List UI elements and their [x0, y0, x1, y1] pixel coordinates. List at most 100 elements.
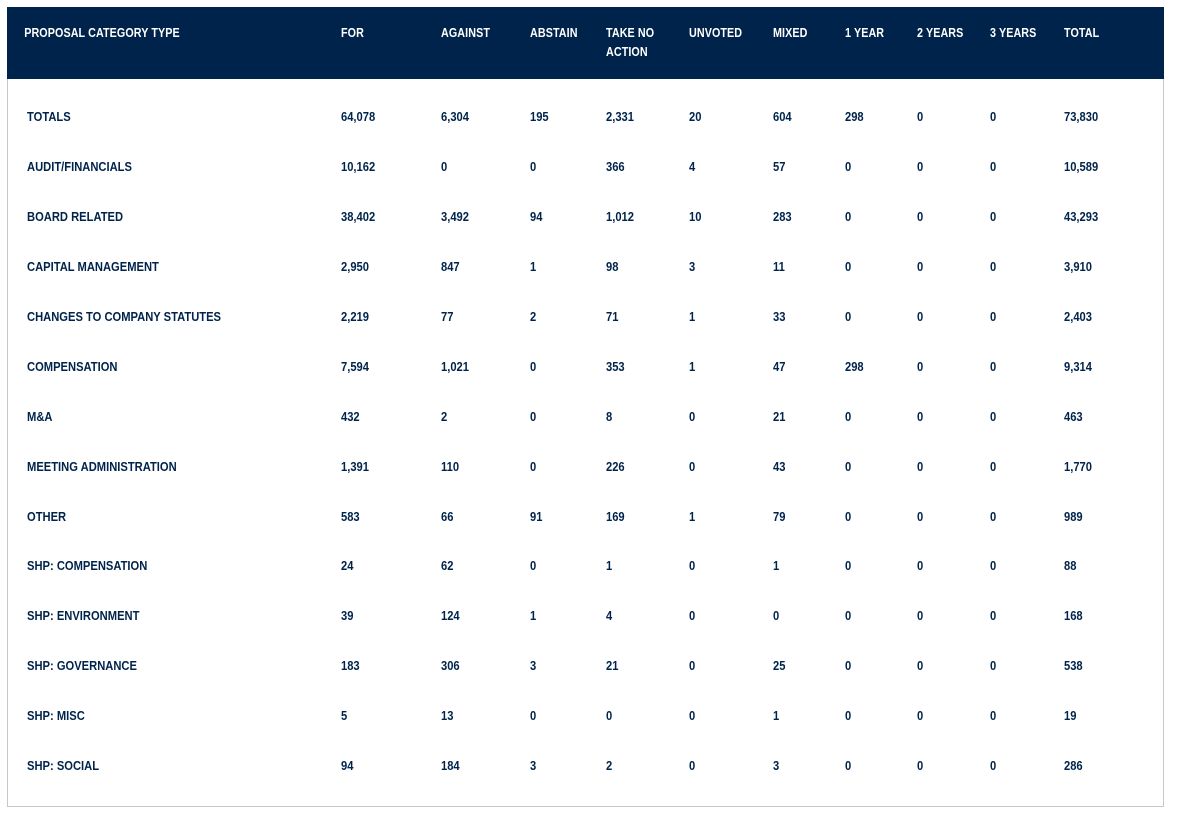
table-header: PROPOSAL CATEGORY TYPE FOR AGAINST ABSTAIN T… [7, 7, 1164, 79]
cell-text: 1 [606, 558, 613, 574]
cell-text: 298 [845, 109, 864, 125]
category-cell: CAPITAL MANAGEMENT [7, 242, 341, 292]
cell-text: AUDIT/FINANCIALS [27, 159, 132, 175]
value-cell: 2 [530, 292, 606, 342]
cell-text: 583 [341, 508, 360, 524]
cell-text: 0 [845, 758, 852, 774]
cell-text: 91 [530, 508, 543, 524]
cell-text: 3 [689, 259, 696, 275]
proposal-votes-table: PROPOSAL CATEGORY TYPE FOR AGAINST ABSTAIN T… [7, 7, 1164, 790]
cell-text: 98 [606, 259, 619, 275]
cell-text: 0 [990, 209, 997, 225]
value-cell: 19 [1064, 691, 1164, 741]
value-cell: 10,589 [1064, 142, 1164, 192]
value-cell: 7,594 [341, 341, 441, 391]
value-cell: 0 [990, 591, 1064, 641]
table-row: SHP: GOVERNANCE 183 306 3 21 0 25 0 0 0 538 [7, 641, 1164, 691]
cell-text: TOTALS [27, 109, 71, 125]
value-cell: 0 [917, 741, 990, 791]
cell-text: COMPENSATION [27, 358, 118, 374]
cell-text: 0 [990, 259, 997, 275]
value-cell: 168 [1064, 591, 1164, 641]
cell-text: 0 [530, 159, 537, 175]
value-cell: 0 [990, 441, 1064, 491]
cell-text: 4 [689, 159, 696, 175]
value-cell: 298 [845, 341, 917, 391]
column-header: TOTAL [1064, 26, 1100, 40]
value-cell: 77 [441, 292, 530, 342]
cell-text: 110 [441, 458, 460, 474]
cell-text: 604 [773, 109, 792, 125]
value-cell: 989 [1064, 491, 1164, 541]
value-cell: 110 [441, 441, 530, 491]
cell-text: 0 [845, 309, 852, 324]
cell-text: 1 [773, 708, 780, 724]
header-spacer [7, 79, 1164, 92]
value-cell: 463 [1064, 391, 1164, 441]
cell-text: 0 [990, 109, 997, 125]
value-cell: 11 [773, 242, 845, 292]
cell-text: 0 [917, 109, 924, 125]
cell-text: 0 [917, 658, 924, 674]
value-cell: 0 [441, 142, 530, 192]
cell-text: 1 [773, 558, 780, 574]
cell-text: 0 [530, 408, 537, 424]
column-header: 1 YEAR [845, 26, 885, 40]
cell-text: 7,594 [341, 358, 369, 374]
value-cell: 538 [1064, 641, 1164, 691]
value-cell: 8 [606, 391, 689, 441]
table-row: AUDIT/FINANCIALS 10,162 0 0 366 4 57 0 0 0 10,589 [7, 142, 1164, 192]
cell-text: 0 [530, 708, 537, 724]
value-cell: 0 [917, 292, 990, 342]
cell-text: 19 [1064, 708, 1077, 724]
value-cell: 1,770 [1064, 441, 1164, 491]
column-header: AGAINST [441, 26, 490, 40]
cell-text: 2 [606, 758, 613, 774]
value-cell: 13 [441, 691, 530, 741]
cell-text: 6,304 [441, 109, 469, 125]
cell-text: 0 [530, 558, 537, 574]
cell-text: 0 [845, 708, 852, 724]
value-cell: 24 [341, 541, 441, 591]
value-cell: 33 [773, 292, 845, 342]
value-cell: 0 [917, 142, 990, 192]
cell-text: 2,403 [1064, 309, 1092, 324]
value-cell: 1 [530, 242, 606, 292]
value-cell: 847 [441, 242, 530, 292]
table-row: SHP: MISC 5 13 0 0 0 1 0 0 0 19 [7, 691, 1164, 741]
value-cell: 79 [773, 491, 845, 541]
value-cell: 0 [845, 491, 917, 541]
cell-text: 0 [689, 658, 696, 674]
value-cell: 0 [917, 541, 990, 591]
value-cell: 3,492 [441, 192, 530, 242]
cell-text: 3,910 [1064, 259, 1092, 275]
cell-text: 0 [990, 758, 997, 774]
value-cell: 1,021 [441, 341, 530, 391]
cell-text: 0 [990, 708, 997, 724]
value-cell: 5 [341, 691, 441, 741]
value-cell: 1 [773, 541, 845, 591]
value-cell: 0 [845, 391, 917, 441]
cell-text: 0 [917, 458, 924, 474]
cell-text: 71 [606, 309, 619, 324]
value-cell: 0 [689, 641, 773, 691]
value-cell: 0 [990, 491, 1064, 541]
table-row: COMPENSATION 7,594 1,021 0 353 1 47 298 0 0 9,314 [7, 341, 1164, 391]
cell-text: 64,078 [341, 109, 376, 125]
table-body: TOTALS 64,078 6,304 195 2,331 20 604 298 0 0 73,83… [7, 79, 1164, 790]
cell-text: 0 [441, 159, 448, 175]
value-cell: 0 [990, 242, 1064, 292]
value-cell: 94 [530, 192, 606, 242]
column-header: 3 YEARS [990, 26, 1037, 40]
cell-text: 0 [917, 408, 924, 424]
cell-text: SHP: SOCIAL [27, 758, 100, 774]
cell-text: 366 [606, 159, 625, 175]
value-cell: 4 [606, 591, 689, 641]
value-cell: 1 [689, 491, 773, 541]
cell-text: 62 [441, 558, 454, 574]
value-cell: 1 [773, 691, 845, 741]
column-header: TAKE NO ACTION [606, 26, 655, 59]
table-row: M&A 432 2 0 8 0 21 0 0 0 463 [7, 391, 1164, 441]
column-header: UNVOTED [689, 26, 743, 40]
value-cell: 0 [689, 541, 773, 591]
